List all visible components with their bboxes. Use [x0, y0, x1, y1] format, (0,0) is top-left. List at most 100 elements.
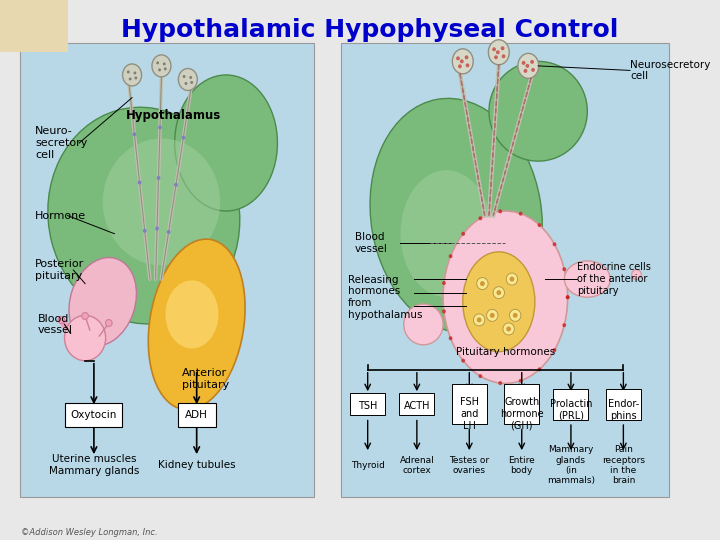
Ellipse shape [466, 63, 469, 68]
Text: Prolactin
(PRL): Prolactin (PRL) [549, 399, 592, 421]
Ellipse shape [492, 48, 496, 51]
Bar [0, 0, 68, 52]
Ellipse shape [449, 336, 452, 340]
Ellipse shape [494, 55, 498, 59]
Ellipse shape [458, 64, 462, 69]
FancyBboxPatch shape [20, 43, 314, 497]
Ellipse shape [562, 267, 566, 271]
Text: Posterior
pituitary: Posterior pituitary [35, 259, 84, 281]
Ellipse shape [460, 59, 464, 63]
Ellipse shape [493, 287, 505, 299]
FancyBboxPatch shape [178, 403, 216, 427]
Ellipse shape [143, 229, 147, 233]
Ellipse shape [510, 276, 514, 281]
Text: Hypothalamus: Hypothalamus [125, 109, 221, 122]
Ellipse shape [530, 60, 534, 64]
Ellipse shape [566, 295, 570, 299]
Ellipse shape [174, 183, 178, 187]
Text: TSH: TSH [358, 401, 377, 411]
Text: Oxytocin: Oxytocin [71, 410, 117, 420]
Ellipse shape [456, 56, 460, 60]
Ellipse shape [103, 138, 220, 266]
Ellipse shape [183, 75, 186, 78]
Ellipse shape [506, 273, 518, 285]
Ellipse shape [477, 318, 482, 322]
Ellipse shape [48, 107, 240, 324]
Ellipse shape [477, 278, 488, 289]
Ellipse shape [566, 295, 570, 299]
Ellipse shape [498, 381, 502, 385]
Text: Pituitary hormones: Pituitary hormones [456, 347, 555, 356]
Ellipse shape [164, 68, 166, 70]
Text: Entire
body: Entire body [508, 456, 535, 475]
Text: Neuro-
secretory
cell: Neuro- secretory cell [35, 126, 88, 160]
Ellipse shape [189, 76, 192, 79]
Ellipse shape [463, 252, 535, 352]
Text: Testes or
ovaries: Testes or ovaries [449, 456, 490, 475]
Ellipse shape [127, 70, 130, 73]
Ellipse shape [155, 226, 159, 231]
Ellipse shape [538, 367, 541, 372]
Ellipse shape [488, 40, 509, 65]
Ellipse shape [122, 64, 142, 86]
Ellipse shape [498, 210, 502, 213]
FancyBboxPatch shape [66, 403, 122, 427]
Ellipse shape [156, 62, 159, 64]
Ellipse shape [487, 309, 498, 321]
Text: Blood
vessel: Blood vessel [38, 314, 73, 335]
Ellipse shape [518, 53, 539, 78]
Ellipse shape [370, 98, 542, 333]
Ellipse shape [553, 348, 557, 352]
FancyBboxPatch shape [554, 389, 588, 420]
Ellipse shape [158, 69, 161, 71]
Ellipse shape [479, 217, 482, 220]
Ellipse shape [474, 314, 485, 326]
Ellipse shape [175, 75, 277, 211]
Text: Releasing
hormones
from
hypothalamus: Releasing hormones from hypothalamus [348, 275, 423, 320]
Ellipse shape [631, 269, 642, 280]
Ellipse shape [500, 46, 505, 50]
Ellipse shape [138, 180, 141, 185]
Ellipse shape [179, 69, 197, 91]
Ellipse shape [152, 55, 171, 77]
Ellipse shape [562, 323, 566, 327]
Ellipse shape [522, 61, 526, 65]
Ellipse shape [442, 281, 446, 285]
Ellipse shape [181, 136, 185, 140]
Ellipse shape [106, 320, 112, 327]
Text: Hormone: Hormone [35, 211, 86, 220]
Ellipse shape [462, 232, 465, 236]
FancyBboxPatch shape [451, 384, 487, 424]
Ellipse shape [443, 211, 567, 383]
Ellipse shape [148, 239, 245, 410]
Ellipse shape [69, 258, 137, 346]
Ellipse shape [449, 254, 452, 258]
Ellipse shape [82, 313, 89, 320]
Text: Hypothalamic Hypophyseal Control: Hypothalamic Hypophyseal Control [121, 18, 618, 42]
Ellipse shape [564, 261, 611, 297]
Text: Anterior
pituitary: Anterior pituitary [182, 368, 229, 390]
Ellipse shape [502, 55, 505, 58]
Ellipse shape [531, 68, 535, 72]
Text: ©Addison Wesley Longman, Inc.: ©Addison Wesley Longman, Inc. [21, 528, 158, 537]
Ellipse shape [464, 55, 469, 59]
Text: FSH
and
LH: FSH and LH [460, 397, 479, 431]
Text: Neurosecretory
cell: Neurosecretory cell [630, 59, 711, 81]
FancyBboxPatch shape [606, 389, 641, 420]
Ellipse shape [58, 316, 65, 323]
Text: Pain
receptors
in the
brain: Pain receptors in the brain [602, 446, 645, 484]
Ellipse shape [400, 170, 492, 297]
FancyBboxPatch shape [341, 43, 670, 497]
Ellipse shape [489, 62, 588, 161]
Ellipse shape [510, 309, 521, 321]
Text: Endor-
phins: Endor- phins [608, 399, 639, 421]
Ellipse shape [479, 374, 482, 378]
Ellipse shape [496, 290, 501, 295]
Ellipse shape [503, 323, 514, 335]
Ellipse shape [158, 125, 162, 130]
Ellipse shape [157, 176, 161, 180]
Ellipse shape [167, 230, 171, 234]
Ellipse shape [490, 313, 495, 318]
Text: ACTH: ACTH [404, 401, 430, 411]
Ellipse shape [65, 315, 106, 361]
